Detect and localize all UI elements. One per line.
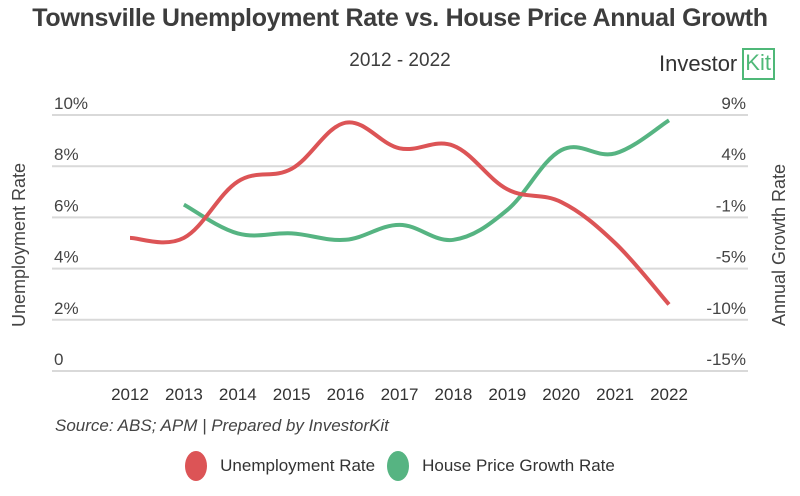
- x-tick-label: 2018: [434, 385, 472, 404]
- chart-subtitle: 2012 - 2022: [349, 50, 451, 71]
- legend-label-unemployment: Unemployment Rate: [220, 456, 376, 475]
- y2-tick-label: 4%: [721, 145, 746, 164]
- x-tick-label: 2017: [381, 385, 419, 404]
- y2-tick-label: -10%: [706, 299, 746, 318]
- x-tick-label: 2012: [111, 385, 149, 404]
- x-tick-label: 2014: [219, 385, 257, 404]
- legend-label-growth: House Price Growth Rate: [422, 456, 615, 475]
- series-line-growth: [182, 118, 671, 243]
- series-lines: [129, 118, 671, 306]
- gridlines: [52, 114, 748, 372]
- legend-marker-unemployment: [185, 451, 208, 481]
- x-tick-label: 2015: [273, 385, 311, 404]
- left-axis-ticks: 0 2% 4% 6% 8% 10%: [54, 94, 88, 369]
- x-tick-label: 2022: [650, 385, 688, 404]
- x-tick-label: 2013: [165, 385, 203, 404]
- investorkit-logo: Investor Kit: [659, 48, 775, 80]
- y2-tick-label: 9%: [721, 94, 746, 113]
- x-tick-label: 2019: [488, 385, 526, 404]
- x-tick-label: 2021: [596, 385, 634, 404]
- chart-title: Townsville Unemployment Rate vs. House P…: [32, 4, 768, 32]
- logo-kit-box: Kit: [742, 48, 775, 80]
- source-note: Source: ABS; APM | Prepared by InvestorK…: [55, 416, 389, 435]
- y-tick-label: 10%: [54, 94, 88, 113]
- y-tick-label: 0: [54, 350, 63, 369]
- y-tick-label: 2%: [54, 299, 79, 318]
- legend: Unemployment Rate House Price Growth Rat…: [0, 451, 800, 481]
- y2-tick-label: -1%: [716, 196, 746, 215]
- legend-item-growth[interactable]: House Price Growth Rate: [387, 451, 615, 481]
- y2-tick-label: -15%: [706, 350, 746, 369]
- logo-text: Investor: [659, 51, 738, 76]
- legend-item-unemployment[interactable]: Unemployment Rate: [185, 451, 375, 481]
- y2-axis-label: Annual Growth Rate: [769, 164, 789, 326]
- right-axis-ticks: -15% -10% -5% -1% 4% 9%: [706, 94, 746, 369]
- x-axis-ticks: 2012 2013 2014 2015 2016 2017 2018 2019 2020 2021…: [111, 385, 688, 404]
- y-tick-label: 4%: [54, 248, 79, 267]
- y-axis-label: Unemployment Rate: [9, 163, 29, 327]
- x-tick-label: 2020: [542, 385, 580, 404]
- y-tick-label: 8%: [54, 145, 79, 164]
- y-tick-label: 6%: [54, 196, 79, 215]
- x-tick-label: 2016: [327, 385, 365, 404]
- y2-tick-label: -5%: [716, 248, 746, 267]
- legend-marker-growth: [387, 451, 410, 481]
